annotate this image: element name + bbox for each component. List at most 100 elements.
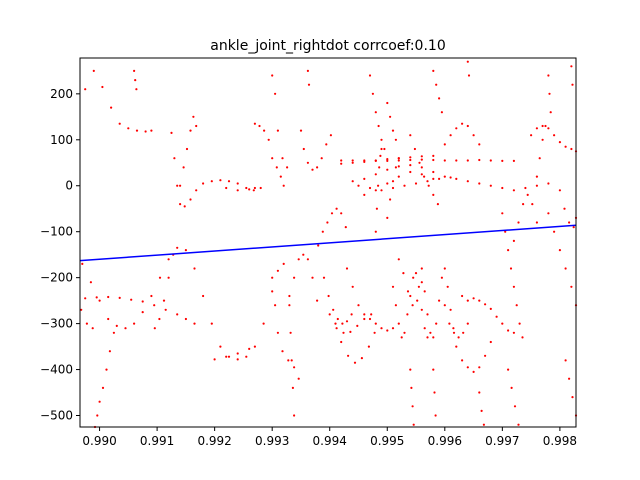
data-point xyxy=(377,124,380,128)
data-point xyxy=(501,186,504,190)
data-point xyxy=(293,414,296,417)
data-point xyxy=(513,405,517,408)
data-point xyxy=(363,317,366,321)
y-tick-label: −400 xyxy=(40,363,73,377)
data-point xyxy=(538,157,541,160)
data-point xyxy=(282,184,285,187)
data-point xyxy=(426,313,429,316)
data-point xyxy=(391,186,395,190)
x-tick-label: 0.994 xyxy=(313,434,347,448)
data-point xyxy=(524,186,527,190)
data-point xyxy=(311,168,314,171)
data-point xyxy=(179,203,182,206)
data-point xyxy=(271,74,274,77)
data-point xyxy=(158,317,161,321)
data-point xyxy=(410,386,413,389)
data-point xyxy=(253,345,256,348)
data-point xyxy=(472,297,475,300)
data-point xyxy=(281,157,284,160)
data-point xyxy=(350,313,353,316)
data-point xyxy=(245,186,248,190)
data-point xyxy=(466,124,469,128)
data-point xyxy=(570,147,573,151)
data-point xyxy=(386,168,389,171)
data-point xyxy=(306,69,309,72)
data-point xyxy=(394,304,397,307)
data-point xyxy=(420,281,423,284)
data-point xyxy=(368,317,372,321)
data-point xyxy=(420,155,423,158)
data-point xyxy=(436,203,439,206)
data-point xyxy=(380,327,383,330)
x-tick-label: 0.996 xyxy=(428,434,462,448)
data-point xyxy=(263,129,266,132)
data-point xyxy=(517,221,520,224)
data-point xyxy=(134,79,137,82)
data-point xyxy=(95,296,98,299)
data-point xyxy=(271,157,274,160)
data-point xyxy=(394,166,397,169)
data-point xyxy=(406,313,409,316)
data-point xyxy=(412,423,415,426)
data-point xyxy=(480,409,483,412)
data-point xyxy=(252,189,255,192)
data-point xyxy=(423,175,426,178)
data-point xyxy=(259,186,262,190)
data-point xyxy=(515,304,518,307)
data-point xyxy=(271,290,274,293)
data-point xyxy=(397,322,400,325)
data-point xyxy=(96,414,99,417)
data-point xyxy=(440,111,443,114)
data-point xyxy=(135,88,138,91)
data-point xyxy=(274,304,277,307)
data-point xyxy=(416,299,419,302)
data-point xyxy=(438,177,441,180)
data-point xyxy=(316,166,319,169)
data-point xyxy=(307,83,311,86)
data-point xyxy=(411,405,414,408)
data-point xyxy=(452,327,455,330)
data-point xyxy=(80,308,83,311)
data-point xyxy=(118,122,121,125)
y-tick-label: −300 xyxy=(40,317,73,331)
data-point xyxy=(105,368,108,371)
data-point xyxy=(360,357,363,360)
data-point xyxy=(389,115,392,118)
data-point xyxy=(271,276,274,279)
data-point xyxy=(317,244,320,247)
data-point xyxy=(374,230,377,233)
data-point xyxy=(466,299,469,302)
data-point xyxy=(183,205,186,208)
data-point xyxy=(293,276,296,279)
data-point xyxy=(564,359,567,362)
data-point xyxy=(391,180,395,183)
data-point xyxy=(420,308,423,311)
data-point xyxy=(570,285,573,288)
data-point xyxy=(306,161,309,164)
y-tick-label: −200 xyxy=(40,271,73,285)
data-point xyxy=(432,69,435,72)
data-point xyxy=(107,295,110,299)
data-point xyxy=(193,322,196,325)
data-point xyxy=(409,134,412,137)
data-point xyxy=(535,221,539,224)
data-point xyxy=(297,377,300,380)
data-point xyxy=(374,159,377,162)
data-point xyxy=(409,294,412,298)
data-point xyxy=(420,173,423,176)
data-point xyxy=(330,212,334,215)
data-point xyxy=(210,180,213,183)
data-point xyxy=(321,230,324,233)
data-point xyxy=(504,230,507,233)
data-point xyxy=(236,358,239,361)
data-point xyxy=(85,322,88,325)
data-point xyxy=(227,180,231,183)
data-point xyxy=(276,129,279,132)
data-point xyxy=(440,276,443,279)
data-point xyxy=(564,267,567,270)
data-point xyxy=(353,361,357,364)
data-point xyxy=(512,239,516,242)
y-tick-label: 0 xyxy=(65,179,73,193)
data-point xyxy=(517,423,520,426)
data-point xyxy=(420,267,423,270)
